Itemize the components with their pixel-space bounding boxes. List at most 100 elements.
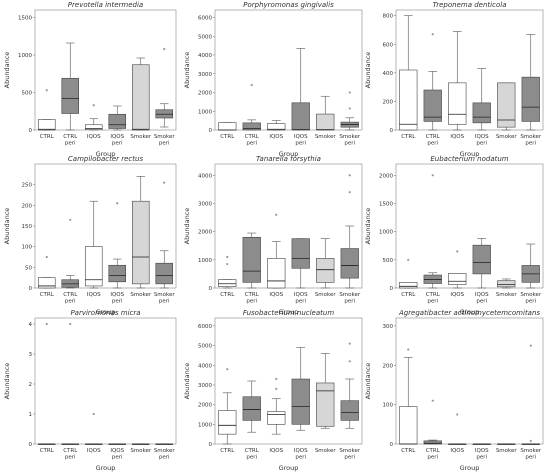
y-tick-label: 100 <box>383 403 394 409</box>
x-axis-label: Group <box>96 464 116 472</box>
y-tick-label: 0 <box>390 286 394 292</box>
y-tick-label: 0 <box>209 128 213 134</box>
x-tick-label: CTRL peri <box>63 292 78 305</box>
box-element <box>218 368 237 445</box>
y-tick-label: 3000 <box>198 72 212 78</box>
box-element <box>267 377 286 435</box>
box-element <box>61 42 80 131</box>
box-element <box>472 68 491 131</box>
box-element <box>340 342 359 429</box>
outlier-point <box>226 262 229 266</box>
x-tick-label: Smoker peri <box>520 292 542 305</box>
y-tick-label: 2000 <box>198 230 212 236</box>
y-tick-label: 6000 <box>198 16 212 22</box>
x-tick-label: IQOS <box>450 292 464 298</box>
box-iqr <box>472 102 491 124</box>
x-axis-label: Group <box>279 464 299 472</box>
box-element <box>155 47 174 128</box>
x-tick-label: CTRL <box>40 134 55 140</box>
plot-frame <box>214 317 363 445</box>
y-tick-label: 50 <box>25 265 32 271</box>
box-iqr <box>340 248 359 279</box>
chart-panel: Prevotella intermedia 0 500 1000 1500 Abundan… <box>3 1 177 158</box>
box-element <box>291 347 310 431</box>
box-iqr <box>399 282 418 289</box>
y-axis-label: Abundance <box>183 208 191 245</box>
chart-panel: Campilobacter rectus 0 50 100 150 200 250 Abund… <box>3 155 177 316</box>
plot-frame <box>395 9 544 131</box>
x-tick-label: CTRL peri <box>245 292 260 305</box>
outlier-point <box>431 174 434 177</box>
y-tick-label: 2 <box>29 382 33 388</box>
box-iqr <box>108 264 127 283</box>
chart-title: Porphyromonas gingivalis <box>243 1 334 9</box>
x-tick-label: Smoker peri <box>154 134 176 147</box>
x-axis-label: Group <box>279 150 299 158</box>
y-tick-label: 1000 <box>18 53 32 59</box>
box-iqr <box>497 280 516 288</box>
outlier-point <box>348 174 351 177</box>
y-tick-label: 0 <box>29 128 33 134</box>
box-element <box>399 15 418 131</box>
x-tick-label: CTRL peri <box>426 292 441 305</box>
box-iqr <box>472 244 491 275</box>
x-tick-label: CTRL <box>401 448 416 454</box>
x-tick-label: Smoker <box>130 448 152 454</box>
x-tick-label: IQOS <box>269 448 283 454</box>
x-axis-label: Group <box>460 308 480 316</box>
box-element <box>448 31 467 131</box>
x-tick-label: IQOS <box>87 134 101 140</box>
chart-title: Eubacterium nodatum <box>430 155 508 163</box>
box-element <box>242 380 261 433</box>
outlier-point <box>45 89 48 92</box>
chart-panel: Tanarella forsythia 0 1000 2000 3000 4000 Abun… <box>183 155 363 316</box>
y-axis-label: Abundance <box>183 363 191 400</box>
y-tick-label: 4000 <box>198 363 212 369</box>
box-element <box>497 443 516 445</box>
box-element <box>61 322 80 445</box>
box-element <box>340 91 359 131</box>
plot-frame <box>395 163 544 289</box>
x-tick-label: CTRL peri <box>426 134 441 147</box>
y-tick-label: 100 <box>22 245 33 251</box>
y-tick-label: 0 <box>209 442 213 448</box>
y-tick-label: 200 <box>383 99 394 105</box>
box-iqr <box>316 113 335 131</box>
plot-frame <box>214 9 363 131</box>
x-tick-label: IQOS peri <box>110 292 124 305</box>
x-tick-label: CTRL peri <box>245 134 260 147</box>
x-tick-label: IQOS peri <box>294 292 308 305</box>
x-tick-label: Smoker <box>496 292 518 298</box>
chart-title: Campilobacter rectus <box>68 155 144 163</box>
chart-title: Tanarella forsythia <box>256 155 321 163</box>
box-element <box>61 218 80 289</box>
chart-panel: Parviromonas micra 0 1 2 3 4 Abundance CTRL CTRL… <box>3 309 177 472</box>
y-tick-label: 600 <box>383 42 394 48</box>
box-iqr <box>61 77 80 114</box>
chart-title: Treponema denticola <box>433 1 507 9</box>
y-tick-label: 250 <box>22 183 33 189</box>
y-tick-label: 150 <box>22 224 33 230</box>
box-element <box>108 105 127 131</box>
box-iqr <box>84 124 103 130</box>
plot-frame <box>34 317 177 445</box>
x-tick-label: IQOS <box>269 134 283 140</box>
y-tick-label: 1000 <box>379 230 393 236</box>
box-iqr <box>37 277 56 289</box>
box-iqr <box>316 258 335 283</box>
x-tick-label: Smoker <box>315 292 337 298</box>
x-tick-label: CTRL <box>220 134 235 140</box>
chart-title: Parviromonas micra <box>70 309 140 317</box>
x-tick-label: CTRL peri <box>426 448 441 461</box>
box-element <box>472 443 491 445</box>
box-element <box>521 344 540 445</box>
box-element <box>448 413 467 445</box>
plot-frame <box>34 9 177 131</box>
box-element <box>267 213 286 289</box>
outlier-point <box>407 258 410 261</box>
y-tick-label: 0 <box>29 442 33 448</box>
chart-title: Fusobacterium nucleatum <box>243 309 334 317</box>
outlier-point <box>348 360 351 363</box>
box-element <box>472 238 491 289</box>
box-element <box>131 443 150 445</box>
